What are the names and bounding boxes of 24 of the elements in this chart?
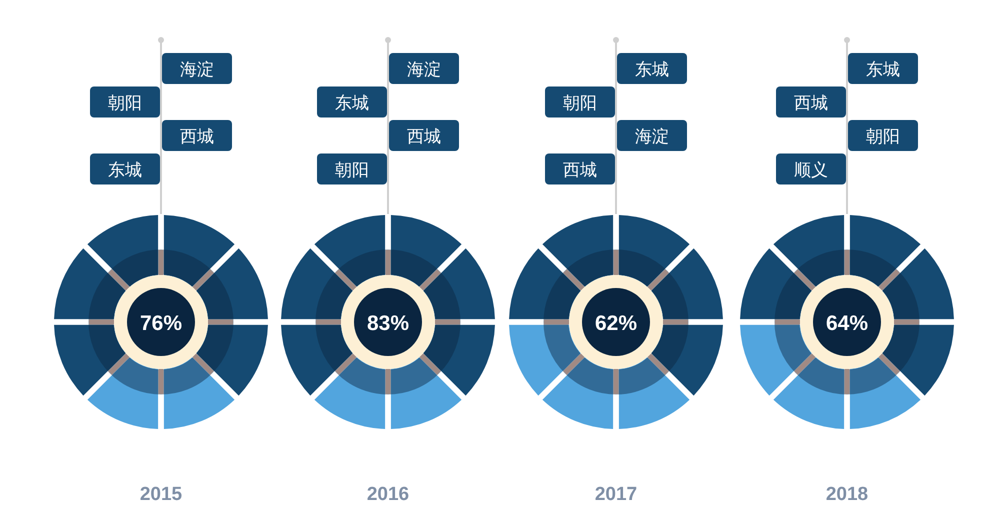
text: 62% [594,312,638,335]
text: 东城 [866,60,900,79]
text: 朝阳 [335,160,369,180]
text: 西城 [563,160,597,180]
text: 顺义 [794,160,828,180]
text: 海淀 [180,60,214,79]
text: 83% [366,312,410,335]
text: 东城 [335,94,369,112]
text: 76% [140,312,182,335]
text: 海淀 [635,127,669,146]
text: 朝阳 [108,94,142,112]
text: 64% [826,312,868,335]
text: 朝阳 [866,127,900,146]
text: 西城 [407,127,441,146]
text: 西城 [794,94,828,112]
text: 东城 [635,60,669,79]
text: 海淀 [407,60,441,79]
text: 2018 [826,484,868,505]
text: 2015 [140,484,183,505]
text: 朝阳 [563,94,597,112]
text: 东城 [108,160,142,180]
text: 2016 [366,484,410,505]
text: 西城 [180,127,214,146]
text: 2017 [594,484,638,505]
